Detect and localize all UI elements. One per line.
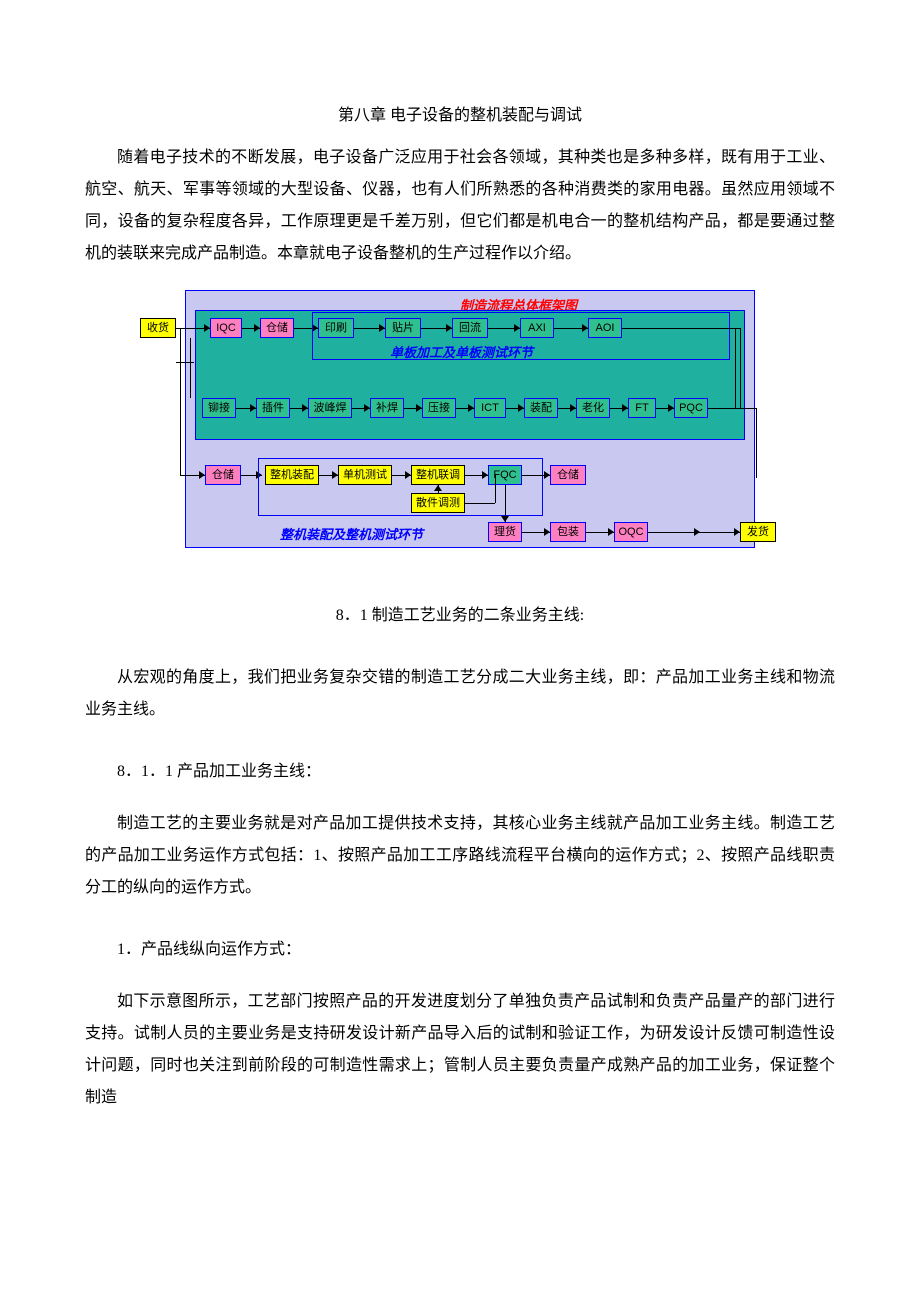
arrowhead: [199, 471, 205, 479]
node-ict: ICT: [474, 398, 506, 418]
subsection-8-1-1-title: 8．1．1 产品加工业务主线：: [85, 756, 835, 788]
node-ft: FT: [628, 398, 656, 418]
node-danji-cs: 单机测试: [338, 465, 392, 485]
connector: [740, 328, 741, 408]
node-zhengji-lt: 整机联调: [411, 465, 465, 485]
node-sanjian-ts: 散件调测: [411, 493, 465, 513]
intro-paragraph: 随着电子技术的不断发展，电子设备广泛应用于社会各领域，其种类也是多种多样，既有用…: [85, 142, 835, 270]
node-pqc: PQC: [674, 398, 708, 418]
node-buhan: 补焊: [370, 398, 404, 418]
connector: [176, 362, 194, 363]
node-cangchu3: 仓储: [550, 465, 586, 485]
node-fqc: FQC: [488, 465, 522, 485]
node-iqc: IQC: [210, 318, 242, 338]
section-8-1-paragraph: 从宏观的角度上，我们把业务复杂交错的制造工艺分成二大业务主线，即：产品加工业务主…: [85, 662, 835, 726]
node-maojie: 铆接: [202, 398, 236, 418]
arrowhead: [434, 485, 442, 491]
item-1-title: 1．产品线纵向运作方式：: [85, 934, 835, 966]
sub-label-1: 单板加工及单板测试环节: [390, 340, 533, 366]
connector: [708, 408, 756, 409]
node-yinshua: 印刷: [318, 318, 354, 338]
connector: [465, 503, 495, 504]
node-fahuo: 发货: [740, 522, 776, 542]
node-oqc: OQC: [614, 522, 648, 542]
connector: [176, 328, 180, 329]
item-1-paragraph: 如下示意图所示，工艺部门按照产品的开发进度划分了单独负责产品试制和负责产品量产的…: [85, 986, 835, 1114]
node-yajie: 压接: [422, 398, 456, 418]
node-zhuangpei: 装配: [524, 398, 558, 418]
node-cangchu1: 仓储: [260, 318, 294, 338]
flowchart-figure: 制造流程总体框架图收货IQC仓储印刷贴片回流AXIAOI单板加工及单板测试环节铆…: [140, 290, 780, 550]
connector: [648, 532, 740, 533]
node-cangchu2: 仓储: [205, 465, 241, 485]
document-page: 第八章 电子设备的整机装配与调试 随着电子技术的不断发展，电子设备广泛应用于社会…: [0, 0, 920, 1182]
connector: [735, 328, 736, 408]
node-aoi: AOI: [588, 318, 622, 338]
node-chajian: 插件: [256, 398, 290, 418]
subsection-8-1-1-paragraph: 制造工艺的主要业务就是对产品加工提供技术支持，其核心业务主线就产品加工业务主线。…: [85, 808, 835, 904]
chapter-title: 第八章 电子设备的整机装配与调试: [85, 100, 835, 132]
sub-label-2: 整机装配及整机测试环节: [280, 522, 423, 548]
node-laohua: 老化: [576, 398, 610, 418]
node-shouhuo: 收货: [140, 318, 176, 338]
connector: [180, 328, 181, 475]
connector: [190, 338, 191, 398]
connector: [756, 408, 757, 478]
node-tiepian: 贴片: [385, 318, 421, 338]
node-huiliu: 回流: [452, 318, 488, 338]
node-axi: AXI: [520, 318, 554, 338]
node-bofenghan: 波峰焊: [308, 398, 352, 418]
node-zhengji-zp: 整机装配: [265, 465, 319, 485]
node-lihuo: 理货: [488, 522, 522, 542]
section-8-1-title: 8．1 制造工艺业务的二条业务主线:: [85, 600, 835, 632]
node-baozhuang: 包装: [550, 522, 586, 542]
connector: [495, 475, 496, 503]
connector: [622, 328, 735, 329]
